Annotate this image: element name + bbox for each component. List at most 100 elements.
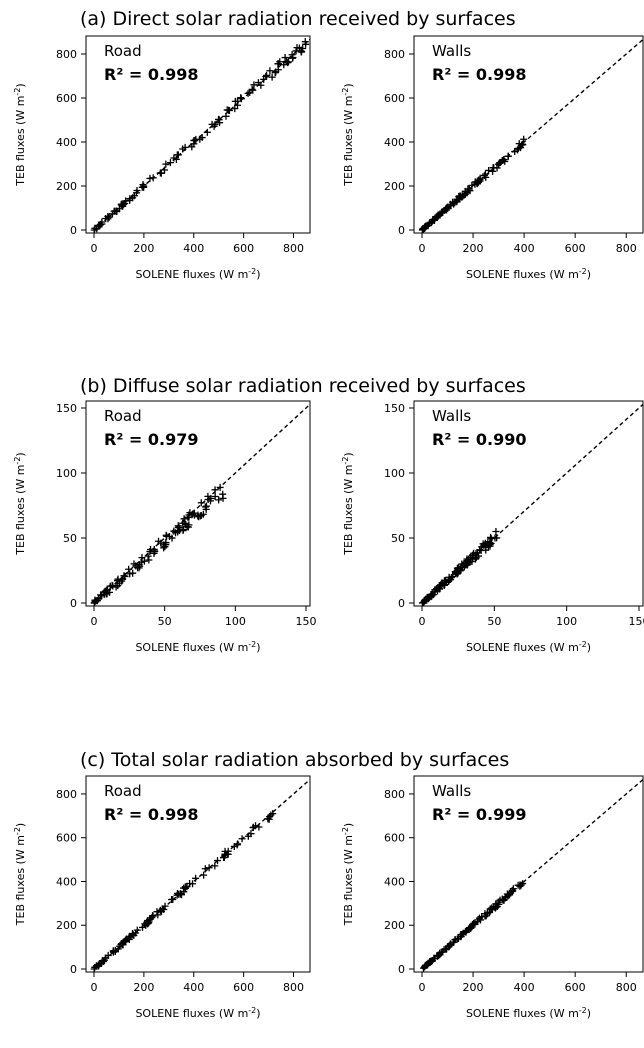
plot-frame [85, 775, 311, 973]
data-point [145, 556, 153, 564]
x-tick-label: 400 [183, 242, 204, 255]
data-point [174, 522, 182, 530]
data-point [504, 152, 512, 160]
data-point [138, 558, 146, 566]
data-point [125, 565, 133, 573]
data-point [110, 207, 118, 215]
y-tick-label: 400 [384, 875, 405, 888]
data-point [494, 898, 502, 906]
data-point [215, 115, 223, 123]
data-point [173, 151, 181, 159]
data-point [493, 534, 501, 542]
one-to-one-line [93, 778, 311, 970]
x-tick-label: 800 [616, 242, 637, 255]
x-tick-label: 150 [296, 615, 317, 628]
data-point [117, 201, 125, 209]
data-point [233, 101, 241, 109]
data-point [476, 916, 484, 924]
data-point [97, 591, 105, 599]
x-tick-label: 0 [91, 242, 98, 255]
data-point [121, 572, 129, 580]
data-point [238, 835, 246, 843]
x-axis-label: SOLENE fluxes (W m-2) [466, 1006, 591, 1021]
data-point [105, 213, 113, 221]
y-tick-label: 200 [384, 919, 405, 932]
data-point [454, 565, 462, 573]
data-point [182, 520, 190, 528]
r-squared-label: R² = 0.990 [432, 430, 526, 449]
data-point [468, 181, 476, 189]
y-tick-label: 0 [398, 224, 405, 237]
data-point [458, 560, 466, 568]
data-point [101, 587, 109, 595]
x-tick-label: 400 [183, 981, 204, 994]
data-point [465, 185, 473, 193]
data-point [181, 519, 189, 527]
data-point [442, 945, 450, 953]
y-tick-label: 800 [56, 788, 77, 801]
x-tick-label: 0 [419, 242, 426, 255]
data-point [150, 547, 158, 555]
data-point [216, 119, 224, 127]
data-point [500, 896, 508, 904]
y-tick-label: 800 [384, 48, 405, 61]
data-point [282, 57, 290, 65]
panel-c-road: 0 200 400 600 800 0 200 400 600 800 SOLENE fluxes … [13, 775, 311, 1020]
data-point [126, 196, 134, 204]
data-point [453, 935, 461, 943]
data-point [486, 542, 494, 550]
data-point [211, 486, 219, 494]
panel-b-road: 0 50 100 150 0 50 100 150 SOLENE fluxes (W m-2) T… [13, 400, 317, 655]
data-point [192, 874, 200, 882]
data-point [419, 964, 427, 972]
data-point [98, 218, 106, 226]
data-point [200, 871, 208, 879]
data-point [517, 881, 525, 889]
x-tick-label: 0 [91, 981, 98, 994]
x-tick-label: 0 [91, 615, 98, 628]
data-point [500, 155, 508, 163]
panel-a-walls: 0 200 400 600 800 0 200 400 600 800 SOLENE fluxes … [341, 35, 644, 282]
data-point [519, 141, 527, 149]
data-point [514, 146, 522, 154]
x-tick-label: 0 [419, 615, 426, 628]
data-point [485, 166, 493, 174]
y-tick-label: 0 [70, 963, 77, 976]
data-point [216, 483, 224, 491]
data-point [214, 857, 222, 865]
data-point [179, 145, 187, 153]
data-point [462, 928, 470, 936]
x-tick-label: 600 [233, 242, 254, 255]
y-tick-label: 50 [63, 532, 77, 545]
data-point [126, 570, 134, 578]
data-point [462, 558, 470, 566]
data-point [138, 183, 146, 191]
data-point [112, 583, 120, 591]
y-tick-label: 100 [56, 467, 77, 480]
data-point [289, 54, 297, 62]
data-point [215, 496, 223, 504]
plot-frame [413, 775, 644, 973]
data-point [202, 505, 210, 513]
r-squared-label: R² = 0.999 [432, 805, 526, 824]
x-axis-label: SOLENE fluxes (W m-2) [466, 267, 591, 282]
data-point [166, 159, 174, 167]
y-tick-label: 0 [70, 597, 77, 610]
data-point [175, 527, 183, 535]
x-axis-label: SOLENE fluxes (W m-2) [135, 640, 260, 655]
data-point [493, 164, 501, 172]
y-axis-label: TEB fluxes (W m-2) [13, 83, 28, 186]
data-point [474, 178, 482, 186]
x-tick-label: 50 [158, 615, 172, 628]
data-point [190, 140, 198, 148]
data-point [162, 531, 170, 539]
data-point [249, 824, 257, 832]
data-point [419, 225, 427, 233]
panel-label: Walls [432, 407, 471, 425]
data-point [201, 865, 209, 873]
data-point [520, 135, 528, 143]
panel-label: Road [104, 782, 142, 800]
panel-b-walls: 0 50 100 150 0 50 100 150 SOLENE fluxes (W m-2) T… [341, 400, 644, 655]
x-axis-label: SOLENE fluxes (W m-2) [466, 640, 591, 655]
data-point [162, 160, 170, 168]
